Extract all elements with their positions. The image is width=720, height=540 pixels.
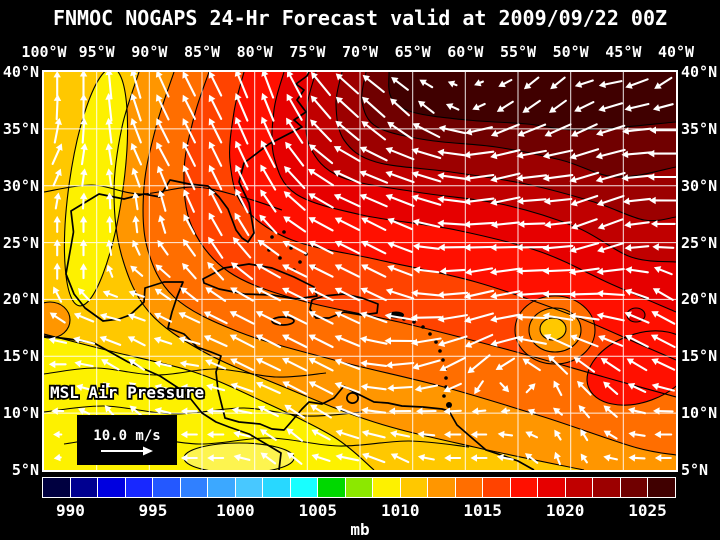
colorbar-tick-label: 1010 bbox=[380, 501, 420, 520]
colorbar-cell bbox=[345, 478, 374, 497]
top-axis-tick: 100°W bbox=[21, 43, 67, 61]
left-axis-tick: 25°N bbox=[2, 233, 39, 252]
right-axis-tick: 15°N bbox=[681, 347, 718, 366]
colorbar-cell bbox=[318, 478, 346, 497]
colorbar-tick-label: 995 bbox=[138, 501, 168, 520]
map-frame: MSL Air Pressure 10.0 m/s bbox=[29, 67, 694, 474]
right-axis-tick: 25°N bbox=[681, 233, 718, 252]
page-title: FNMOC NOGAPS 24-Hr Forecast valid at 200… bbox=[52, 6, 668, 30]
colorbar-cell bbox=[70, 478, 99, 497]
colorbar-cell bbox=[620, 478, 649, 497]
wind-vectors bbox=[48, 68, 679, 466]
left-axis-tick: 5°N bbox=[11, 460, 39, 479]
colorbar-cell bbox=[373, 478, 401, 497]
colorbar bbox=[42, 477, 676, 498]
colorbar-cell bbox=[43, 478, 71, 497]
colorbar-cell bbox=[263, 478, 291, 497]
colorbar-tick-label: 1020 bbox=[545, 501, 585, 520]
top-axis-tick: 65°W bbox=[394, 43, 431, 61]
colorbar-cell bbox=[125, 478, 154, 497]
colorbar-unit: mb bbox=[350, 520, 370, 539]
left-axis-tick: 30°N bbox=[2, 176, 39, 195]
left-axis-tick: 40°N bbox=[2, 63, 39, 81]
left-axis-tick: 15°N bbox=[2, 347, 39, 366]
right-axis-tick: 35°N bbox=[681, 119, 718, 138]
top-axis-tick: 70°W bbox=[341, 43, 379, 61]
colorbar-cell bbox=[510, 478, 539, 497]
left-axis-tick: 35°N bbox=[2, 119, 39, 138]
pressure-map: MSL Air Pressure 10.0 m/s bbox=[29, 67, 694, 474]
colorbar-tick-label: 1005 bbox=[298, 501, 338, 520]
colorbar-tick-label: 1025 bbox=[628, 501, 667, 520]
colorbar-cell bbox=[428, 478, 456, 497]
top-axis-tick: 50°W bbox=[552, 43, 589, 61]
top-axis-tick: 40°W bbox=[657, 43, 695, 61]
right-axis-tick: 10°N bbox=[681, 404, 718, 423]
top-axis-tick: 45°W bbox=[605, 43, 642, 61]
right-axis-tick: 5°N bbox=[681, 460, 709, 479]
right-axis-tick: 40°N bbox=[681, 63, 718, 81]
top-axis-tick: 85°W bbox=[183, 43, 221, 61]
colorbar-cell bbox=[593, 478, 621, 497]
colorbar-cell bbox=[98, 478, 126, 497]
top-axis-tick: 80°W bbox=[236, 43, 273, 61]
colorbar-cell bbox=[208, 478, 236, 497]
left-axis-tick: 10°N bbox=[2, 404, 39, 423]
colorbar-cell bbox=[180, 478, 209, 497]
right-axis-tick: 30°N bbox=[681, 176, 718, 195]
top-axis-tick: 90°W bbox=[131, 43, 168, 61]
colorbar-cell bbox=[565, 478, 594, 497]
vector-scale-legend: 10.0 m/s bbox=[77, 415, 177, 465]
colorbar-tick-label: 1015 bbox=[463, 501, 502, 520]
colorbar-cell bbox=[538, 478, 566, 497]
colorbar-cell bbox=[483, 478, 511, 497]
top-axis-tick: 60°W bbox=[447, 43, 484, 61]
top-axis-tick: 55°W bbox=[499, 43, 537, 61]
colorbar-cell bbox=[290, 478, 319, 497]
colorbar-cell bbox=[153, 478, 181, 497]
vector-scale-label: 10.0 m/s bbox=[93, 428, 160, 444]
colorbar-cell bbox=[400, 478, 429, 497]
colorbar-cell bbox=[235, 478, 264, 497]
left-axis-tick: 20°N bbox=[2, 290, 39, 309]
colorbar-cell bbox=[455, 478, 484, 497]
top-axis-tick: 75°W bbox=[289, 43, 326, 61]
colorbar-cell bbox=[648, 478, 675, 497]
variable-label: MSL Air Pressure bbox=[50, 383, 204, 402]
right-axis-tick: 20°N bbox=[681, 290, 718, 309]
reference-arrow-icon bbox=[101, 446, 153, 456]
colorbar-tick-label: 990 bbox=[56, 501, 85, 520]
top-axis-tick: 95°W bbox=[78, 43, 115, 61]
colorbar-tick-label: 1000 bbox=[216, 501, 255, 520]
